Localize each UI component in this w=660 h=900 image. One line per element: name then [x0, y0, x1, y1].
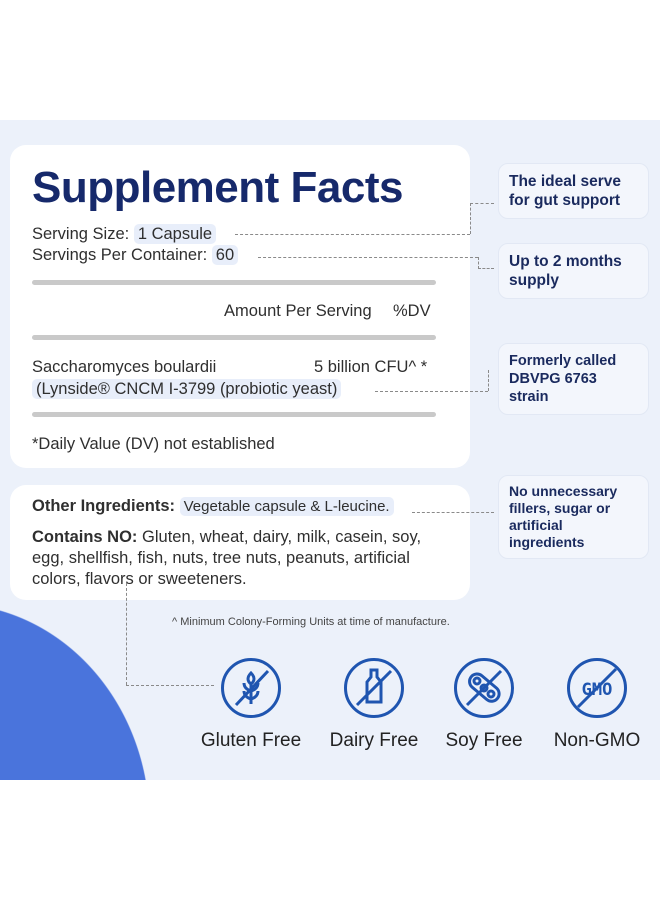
- callout-strain: Formerly called DBVPG 6763 strain: [498, 343, 649, 415]
- servings-value: 60: [211, 245, 239, 265]
- badge-label-dairy: Dairy Free: [329, 730, 419, 751]
- serving-size-label: Serving Size:: [32, 225, 130, 243]
- connector-line: [126, 583, 127, 685]
- milk-bottle-crossed-icon: [344, 658, 404, 718]
- divider: [32, 280, 436, 285]
- gmo-crossed-icon: GMO: [567, 658, 627, 718]
- contains-no-text: colors, flavors or sweeteners.: [32, 570, 247, 588]
- connector-line: [375, 391, 488, 392]
- contains-no-text: egg, shellfish, fish, nuts, tree nuts, p…: [32, 549, 410, 567]
- footnote: ^ Minimum Colony-Forming Units at time o…: [172, 616, 450, 628]
- callout-fillers: No unnecessary fillers, sugar or artific…: [498, 475, 649, 559]
- divider: [32, 412, 436, 417]
- callout-serve: The ideal serve for gut support: [498, 163, 649, 219]
- connector-line: [258, 257, 478, 258]
- other-ingredients-card: Other Ingredients: Vegetable capsule & L…: [10, 485, 470, 600]
- ingredient-detail: (Lynside® CNCM I-3799 (probiotic yeast): [32, 379, 342, 399]
- gmo-text: GMO: [582, 680, 613, 700]
- ingredient-amount: 5 billion CFU^ *: [314, 358, 428, 376]
- servings-label: Servings Per Container:: [32, 246, 208, 264]
- decorative-circle: [0, 603, 160, 780]
- connector-arrow: [478, 257, 494, 269]
- connector-line: [235, 234, 470, 235]
- badge-label-gmo: Non-GMO: [553, 730, 641, 751]
- connector-line: [488, 370, 489, 391]
- dv-header: %DV: [393, 302, 431, 320]
- amount-header: Amount Per Serving: [224, 302, 372, 320]
- servings-row: Servings Per Container: 60: [32, 245, 239, 265]
- wheat-crossed-icon: [221, 658, 281, 718]
- dv-note: *Daily Value (DV) not established: [32, 435, 275, 453]
- other-ingredients-value: Vegetable capsule & L-leucine.: [179, 497, 394, 516]
- contains-no-label: Contains NO:: [32, 528, 138, 546]
- connector-line: [470, 203, 471, 234]
- other-ingredients-label: Other Ingredients:: [32, 497, 176, 515]
- ingredient-name: Saccharomyces boulardii: [32, 358, 217, 376]
- serving-size-row: Serving Size: 1 Capsule: [32, 224, 217, 244]
- soybean-crossed-icon: [454, 658, 514, 718]
- connector-arrow: [470, 203, 494, 204]
- connector-arrow: [126, 685, 214, 686]
- badge-label-soy: Soy Free: [445, 730, 523, 751]
- divider: [32, 335, 436, 340]
- page-title: Supplement Facts: [32, 163, 403, 212]
- badge-label-gluten: Gluten Free: [200, 730, 302, 751]
- contains-no-text: Gluten, wheat, dairy, milk, casein, soy,: [142, 528, 422, 546]
- serving-size-value: 1 Capsule: [133, 224, 217, 244]
- supplement-facts-card: Supplement Facts Serving Size: 1 Capsule…: [10, 145, 470, 468]
- callout-supply: Up to 2 months supply: [498, 243, 649, 299]
- connector-arrow: [412, 512, 494, 513]
